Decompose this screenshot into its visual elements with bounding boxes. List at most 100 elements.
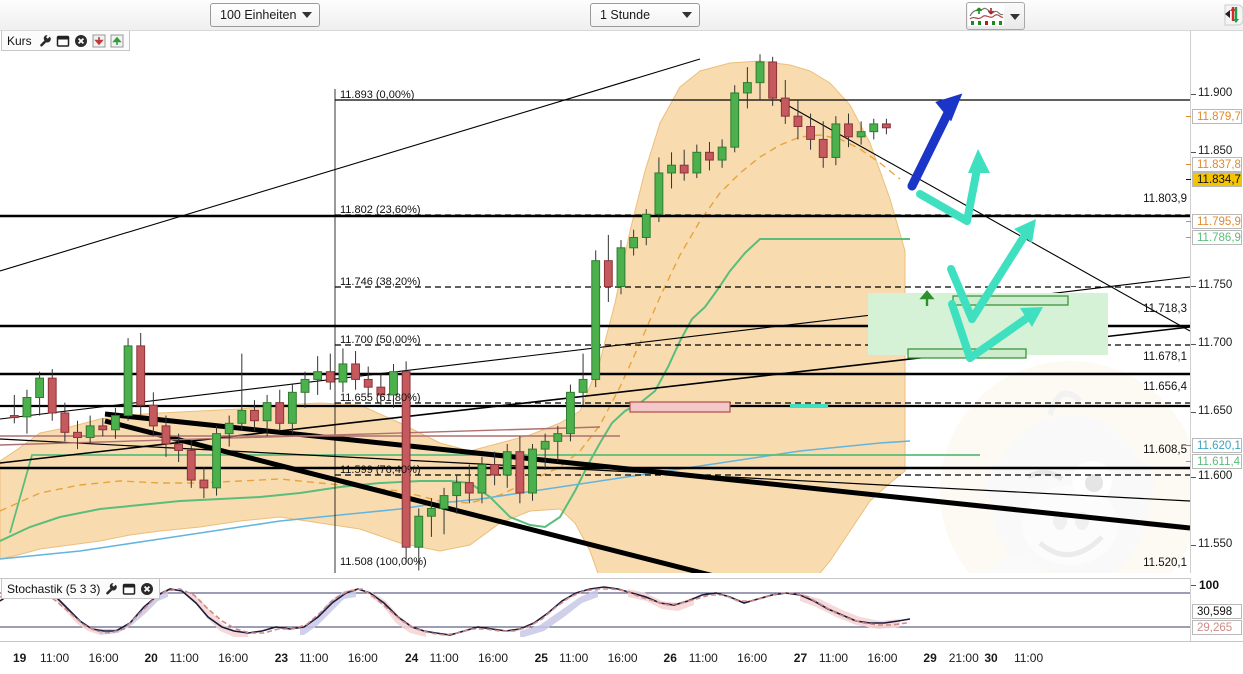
price-axis[interactable]: 11.900 11.850 11.750 11.700 11.650 11.600 11.5… — [1186, 31, 1243, 573]
candle-body — [566, 391, 575, 435]
price-value-label[interactable]: 11.611,4 — [1192, 454, 1242, 469]
candle-body — [881, 123, 891, 129]
price-value-label[interactable]: 11.795,9 — [1192, 214, 1242, 229]
close-icon[interactable] — [74, 34, 88, 48]
time-axis-time-label: 16:00 — [737, 651, 768, 665]
collapse-down-icon[interactable] — [92, 34, 106, 48]
stoch-value-label[interactable]: 29,265 — [1192, 620, 1242, 635]
time-axis-time-label: 11:00 — [559, 651, 589, 665]
time-axis-time-label: 16:00 — [347, 651, 378, 665]
time-axis-time-label: 11:00 — [688, 651, 718, 665]
price-value-tick — [1186, 445, 1191, 446]
stoch-value-label[interactable]: 30,598 — [1192, 604, 1242, 619]
time-axis-time-label: 11:00 — [1013, 651, 1044, 665]
window-icon[interactable] — [56, 34, 70, 48]
candle-body — [692, 151, 702, 174]
candle-body — [338, 363, 348, 383]
chevron-down-icon — [682, 12, 692, 18]
green-up-arrow-marker[interactable] — [919, 290, 935, 306]
window-icon[interactable] — [122, 582, 136, 596]
time-axis-day-label: 29 — [923, 651, 937, 665]
moving-average-green — [0, 238, 910, 542]
candle-body — [439, 495, 449, 509]
candle-body — [300, 378, 310, 393]
candle-body — [9, 415, 19, 419]
stochastic-panel[interactable] — [0, 578, 1191, 641]
price-value-tick — [1186, 461, 1191, 462]
indicator-button[interactable] — [966, 2, 1008, 30]
indicator-dropdown-button[interactable] — [1006, 2, 1025, 30]
price-value-tick — [1186, 179, 1191, 180]
time-axis-time-label: 16:00 — [477, 651, 508, 665]
candle-body — [793, 115, 803, 127]
candle-body — [540, 440, 550, 450]
period-select-value: 1 Stunde — [600, 8, 651, 22]
candle-body — [717, 146, 727, 161]
chevron-down-icon — [302, 12, 312, 18]
blue-up-arrow[interactable] — [907, 85, 963, 191]
candle-body — [199, 479, 209, 489]
level-price-label: 11.803,9 — [1143, 193, 1187, 205]
time-axis-day-label: 19 — [13, 651, 27, 665]
time-axis[interactable]: 19 11:00 16:00 20 11:00 16:00 23 11:00 16:00 24 11… — [0, 641, 1243, 674]
candle-body — [806, 125, 815, 140]
candle-body — [212, 433, 221, 489]
level-price-label: 11.718,3 — [1143, 303, 1187, 315]
candle-body — [730, 92, 740, 148]
price-value-label[interactable]: 11.834,7 — [1192, 172, 1242, 187]
candle-body — [313, 371, 323, 380]
time-axis-day-label: 24 — [404, 651, 419, 665]
time-axis-time-label: 11:00 — [299, 651, 329, 665]
candle-body — [351, 363, 360, 380]
candle-body — [363, 378, 373, 388]
time-axis-time-label: 16:00 — [867, 651, 898, 665]
candle-body — [616, 247, 626, 288]
fib-label-764: 11.599 (76,40%) — [340, 464, 421, 476]
price-value-label[interactable]: 11.837,8 — [1192, 157, 1242, 172]
wrench-icon[interactable] — [104, 582, 118, 596]
price-value-tick — [1186, 221, 1191, 222]
stoch-k-line — [0, 586, 911, 636]
candle-body — [603, 260, 613, 288]
time-axis-day-label: 23 — [274, 651, 289, 665]
candle-body — [528, 448, 537, 494]
candle-body — [111, 415, 120, 431]
units-select[interactable]: 100 Einheiten — [210, 3, 320, 27]
candle-body — [262, 402, 272, 422]
cyan-level-marker — [790, 404, 828, 408]
indicator-chart-icon — [968, 4, 1004, 26]
candle-body — [123, 345, 133, 417]
price-value-label[interactable]: 11.620,1 — [1192, 438, 1242, 453]
refresh-button[interactable] — [1222, 2, 1243, 28]
time-axis-day-label: 30 — [984, 651, 998, 665]
level-price-label: 11.520,1 — [1143, 557, 1187, 569]
fib-label-0: 11.893 (0,00%) — [340, 89, 415, 101]
candle-body — [464, 482, 474, 494]
candle-body — [237, 409, 247, 424]
price-value-tick — [1186, 237, 1191, 238]
cyan-zigzag-arrows[interactable] — [916, 149, 1043, 362]
time-axis-time-label: 16:00 — [607, 651, 638, 665]
price-chart-panel[interactable]: 11.893 (0,00%) 11.802 (23,60%) 11.746 (3… — [0, 31, 1191, 573]
price-value-label[interactable]: 11.786,9 — [1192, 230, 1242, 245]
wrench-icon[interactable] — [38, 34, 52, 48]
level-price-label: 11.656,4 — [1143, 381, 1187, 393]
price-chart-canvas — [0, 54, 1190, 573]
price-value-label[interactable]: 11.879,7 — [1192, 109, 1242, 124]
time-axis-time-label: 11:00 — [40, 651, 70, 665]
price-panel-header: Kurs — [1, 31, 130, 51]
stoch-axis-top-label: 100 — [1199, 578, 1220, 592]
candle-body — [389, 371, 398, 396]
time-axis-time-label: 16:00 — [88, 651, 119, 665]
green-step-left — [9, 454, 980, 534]
stochastic-panel-title: Stochastik (5 3 3) — [7, 581, 101, 596]
candle-body — [490, 464, 500, 476]
expand-up-icon[interactable] — [110, 34, 124, 48]
candle-body — [250, 409, 259, 422]
time-axis-day-label: 25 — [534, 651, 548, 665]
stochastic-axis[interactable]: 100 30,598 29,265 — [1191, 578, 1243, 640]
close-icon[interactable] — [140, 582, 154, 596]
candle-body — [452, 482, 462, 497]
candle-body — [818, 138, 828, 158]
period-select[interactable]: 1 Stunde — [590, 3, 700, 27]
